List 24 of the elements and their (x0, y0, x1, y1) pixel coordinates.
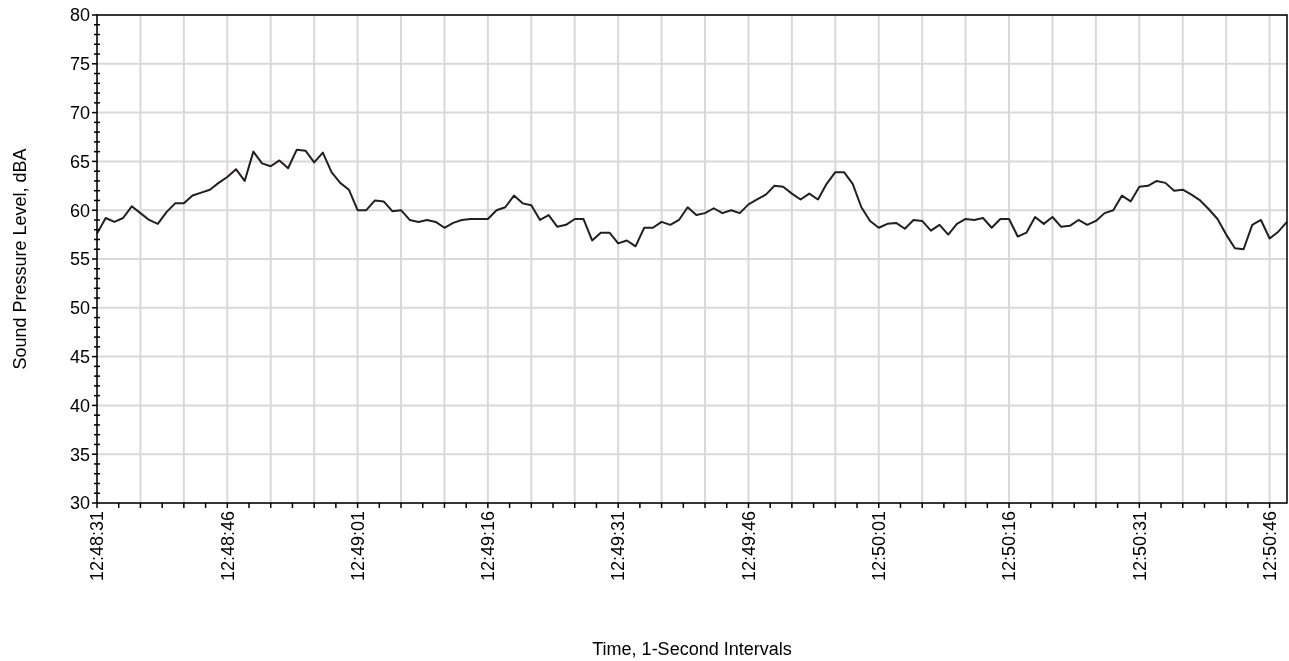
x-tick-label: 12:49:31 (608, 511, 629, 582)
x-axis-title: Time, 1-Second Intervals (592, 639, 792, 659)
y-tick-label: 30 (69, 493, 90, 514)
x-tick-label: 12:50:16 (999, 511, 1020, 582)
x-tick-label: 12:48:46 (217, 511, 238, 582)
y-tick-label: 80 (69, 5, 90, 26)
x-tick-label: 12:49:01 (347, 511, 368, 582)
x-tick-label: 12:48:31 (87, 511, 108, 582)
y-tick-label: 45 (69, 346, 90, 367)
y-tick-label: 75 (69, 54, 90, 75)
y-tick-label: 35 (69, 444, 90, 465)
y-tick-label: 70 (69, 102, 90, 123)
y-tick-label: 65 (69, 151, 90, 172)
x-tick-label: 12:49:46 (738, 511, 759, 582)
x-tick-label: 12:50:01 (869, 511, 890, 582)
x-tick-label: 12:50:46 (1259, 511, 1280, 582)
y-tick-label: 55 (69, 249, 90, 270)
x-tick-label: 12:49:16 (478, 511, 499, 582)
y-tick-label: 60 (69, 200, 90, 221)
y-axis-title: Sound Pressure Level, dBA (10, 148, 30, 370)
x-tick-label: 12:50:31 (1129, 511, 1150, 582)
y-tick-label: 50 (69, 298, 90, 319)
line-series (96, 148, 1288, 251)
y-tick-label: 40 (69, 395, 90, 416)
